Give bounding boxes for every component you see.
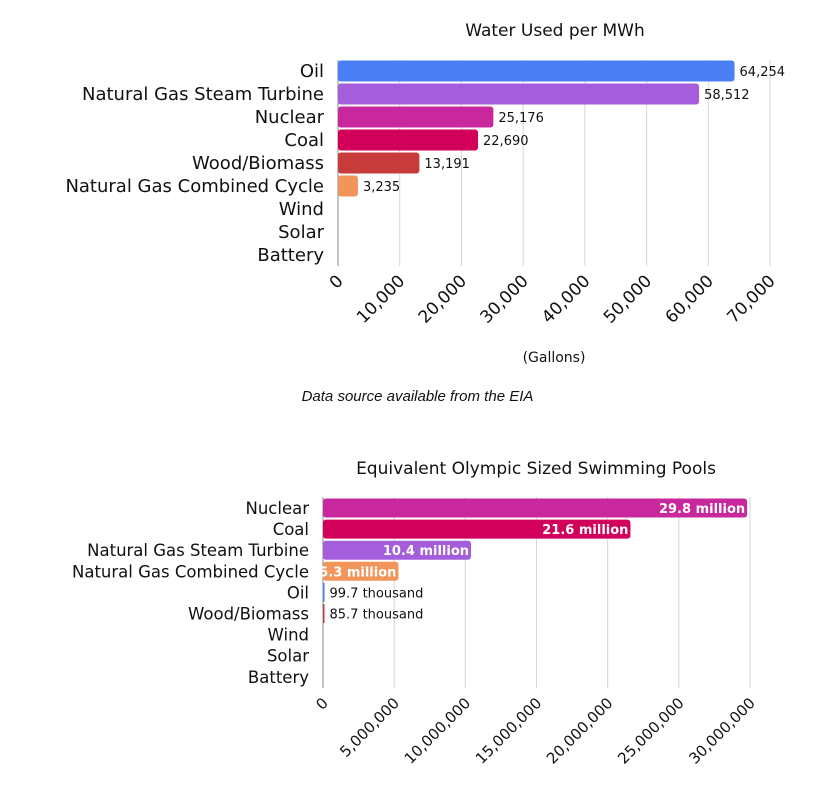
category-label: Natural Gas Steam Turbine [87, 541, 309, 560]
x-tick-label: 15,000,000 [472, 694, 545, 767]
bar [323, 498, 748, 518]
data-label: 99.7 thousand [330, 586, 424, 601]
category-label: Nuclear [245, 499, 309, 518]
x-tick-label: 20,000 [415, 271, 471, 327]
bar [338, 106, 494, 128]
bar [323, 582, 325, 602]
x-tick-label: 10,000,000 [401, 694, 474, 767]
data-label: 22,690 [483, 134, 529, 149]
category-label: Wind [268, 626, 309, 645]
category-label: Coal [273, 520, 309, 539]
data-label: 3,235 [363, 180, 400, 195]
bar [338, 175, 358, 197]
category-label: Wind [279, 199, 324, 220]
x-tick-label: 10,000 [353, 271, 409, 327]
category-label: Battery [257, 245, 324, 266]
x-tick-label: 30,000 [476, 271, 532, 327]
data-label: 29.8 million [659, 502, 745, 517]
x-tick-label: 0 [312, 694, 331, 713]
bar [323, 540, 472, 560]
category-label: Oil [287, 583, 309, 602]
category-label: Coal [284, 130, 324, 151]
data-label: 5.3 million [319, 565, 396, 580]
data-label: 21.6 million [542, 523, 628, 538]
x-axis-label: (Gallons) [523, 350, 586, 366]
x-tick-label: 0 [326, 271, 348, 293]
category-label: Natural Gas Combined Cycle [72, 562, 309, 581]
data-label: 25,176 [498, 111, 544, 126]
bar [323, 561, 399, 581]
chart-title: Equivalent Olympic Sized Swimming Pools [356, 459, 716, 479]
bar [338, 83, 700, 105]
data-source-note: Data source available from the EIA [301, 388, 534, 405]
category-label: Natural Gas Combined Cycle [65, 176, 324, 197]
x-tick-label: 20,000,000 [543, 694, 616, 767]
bar [338, 129, 479, 151]
category-label: Battery [248, 668, 309, 687]
category-label: Wood/Biomass [188, 605, 309, 624]
data-label: 13,191 [424, 157, 470, 172]
data-label: 85.7 thousand [330, 608, 424, 623]
category-label: Solar [278, 222, 324, 243]
category-label: Natural Gas Steam Turbine [82, 84, 324, 105]
category-label: Wood/Biomass [192, 153, 324, 174]
x-tick-label: 25,000,000 [614, 694, 687, 767]
category-label: Oil [300, 61, 324, 82]
x-tick-label: 40,000 [538, 271, 594, 327]
x-tick-label: 70,000 [723, 271, 779, 327]
x-tick-label: 50,000 [600, 271, 656, 327]
chart-title: Water Used per MWh [465, 21, 645, 41]
x-tick-label: 30,000,000 [685, 694, 758, 767]
category-label: Solar [267, 647, 309, 666]
bar [338, 60, 735, 82]
data-label: 58,512 [704, 88, 750, 103]
bar [338, 152, 420, 174]
category-label: Nuclear [255, 107, 325, 128]
x-tick-label: 60,000 [662, 271, 718, 327]
bar [323, 604, 325, 623]
data-label: 64,254 [740, 65, 786, 80]
bar [323, 519, 631, 539]
x-tick-label: 5,000,000 [336, 694, 403, 761]
data-label: 10.4 million [383, 544, 469, 559]
